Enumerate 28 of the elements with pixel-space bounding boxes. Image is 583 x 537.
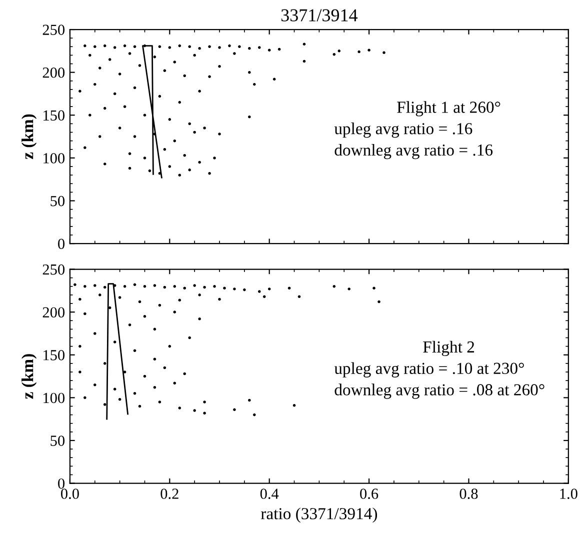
annotation: Flight 1 at 260° [397, 101, 500, 116]
annotation: upleg avg ratio = .10 at 230° [334, 362, 524, 378]
y-tick-label: 250 [42, 24, 65, 35]
x-tick-label: 1.0 [560, 488, 578, 499]
y-tick-label: 200 [42, 307, 65, 318]
x-tick-label: 0.8 [460, 488, 478, 499]
annotation: downleg avg ratio = .16 [334, 144, 493, 160]
y-tick-label: 50 [50, 196, 65, 206]
y-tick-label: 0 [58, 238, 65, 250]
x-axis-title: ratio (3371/3914) [260, 508, 378, 523]
y-tick-label: 100 [44, 392, 65, 404]
annotation: upleg avg ratio = .16 [334, 122, 472, 138]
y-axis-title: z (km) [22, 354, 37, 399]
y-tick-label: 250 [42, 264, 65, 275]
x-tick-label: 0.4 [260, 488, 279, 499]
annotation: Flight 2 [423, 340, 474, 356]
y-tick-label: 150 [44, 110, 65, 121]
x-tick-label: 0.2 [160, 488, 178, 499]
y-tick-label: 150 [44, 350, 65, 360]
y-tick-label: 200 [42, 67, 65, 78]
annotation: downleg avg ratio = .08 at 260° [334, 384, 544, 399]
y-axis-title: z (km) [22, 114, 37, 160]
x-tick-label: 0.0 [60, 488, 79, 499]
y-tick-label: 100 [44, 153, 65, 164]
y-tick-label: 0 [58, 478, 65, 489]
chart-title: 3371/3914 [281, 9, 358, 22]
x-tick-label: 0.6 [360, 488, 378, 499]
y-tick-label: 50 [50, 436, 65, 446]
